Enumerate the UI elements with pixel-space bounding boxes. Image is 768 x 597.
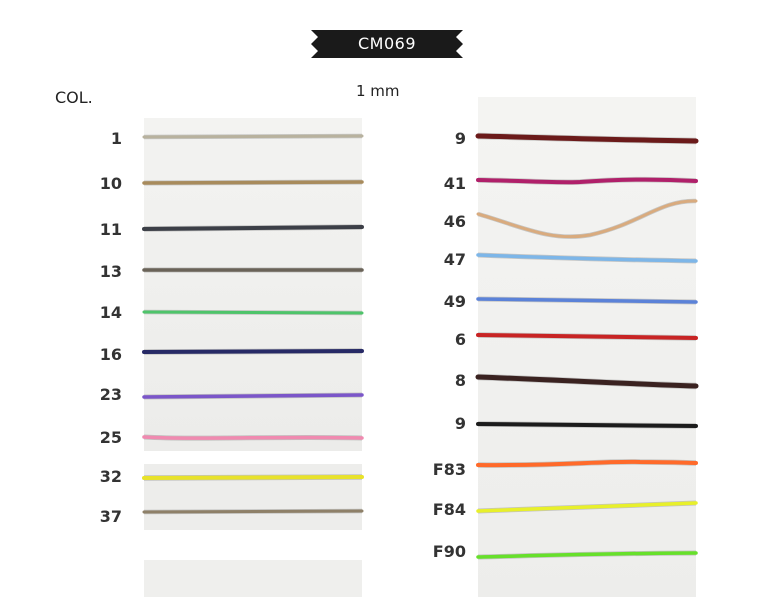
right-cord-9: [475, 133, 699, 144]
right-cord-F90: [476, 551, 698, 559]
right-cord-6: [476, 333, 698, 340]
left-cord-1: [142, 134, 364, 139]
color-column-heading: COL.: [55, 88, 93, 107]
right-color-label: F83: [432, 460, 466, 479]
right-cord-F83: [476, 459, 698, 468]
right-cord-41: [476, 177, 698, 185]
right-color-label: F84: [432, 500, 466, 519]
left-cord-16: [142, 349, 364, 354]
right-cord-49: [476, 297, 698, 304]
cord-size-label: 1 mm: [356, 82, 400, 100]
left-cord-37: [142, 509, 364, 514]
left-color-label: 25: [99, 428, 122, 447]
ribbon-shape: [311, 30, 463, 58]
right-cord-47: [476, 253, 698, 263]
right-cord-9: [476, 422, 698, 428]
left-color-label: 32: [99, 467, 122, 486]
left-color-label: 14: [99, 303, 122, 322]
left-color-label: 23: [99, 385, 122, 404]
right-color-label: 6: [454, 330, 466, 349]
left-cord-32: [142, 475, 364, 480]
right-color-label: 9: [454, 414, 466, 433]
left-color-label: 13: [99, 262, 122, 281]
left-cord-10: [142, 180, 364, 185]
right-cord-46: [476, 199, 698, 239]
left-cord-11: [142, 225, 364, 231]
left-swatch-card-bottom: [144, 560, 362, 597]
left-color-label: 11: [99, 220, 122, 239]
product-code: CM069: [357, 34, 416, 53]
left-swatch-card-lower: [144, 464, 362, 530]
right-color-label: 49: [443, 292, 466, 311]
right-color-label: 8: [454, 371, 466, 390]
right-cord-8: [475, 374, 699, 389]
right-color-label: 41: [443, 174, 466, 193]
right-cord-F84: [476, 501, 698, 513]
right-color-label: 9: [454, 129, 466, 148]
left-color-label: 10: [99, 174, 122, 193]
right-color-label: F90: [432, 542, 466, 561]
right-color-label: 46: [443, 212, 466, 231]
left-color-label: 1: [110, 129, 122, 148]
left-cord-23: [142, 393, 364, 399]
product-code-banner: CM069: [311, 30, 463, 58]
right-color-label: 47: [443, 250, 466, 269]
left-color-label: 37: [99, 507, 122, 526]
left-cord-25: [142, 435, 364, 440]
left-cord-14: [142, 310, 364, 315]
left-color-label: 16: [99, 345, 122, 364]
